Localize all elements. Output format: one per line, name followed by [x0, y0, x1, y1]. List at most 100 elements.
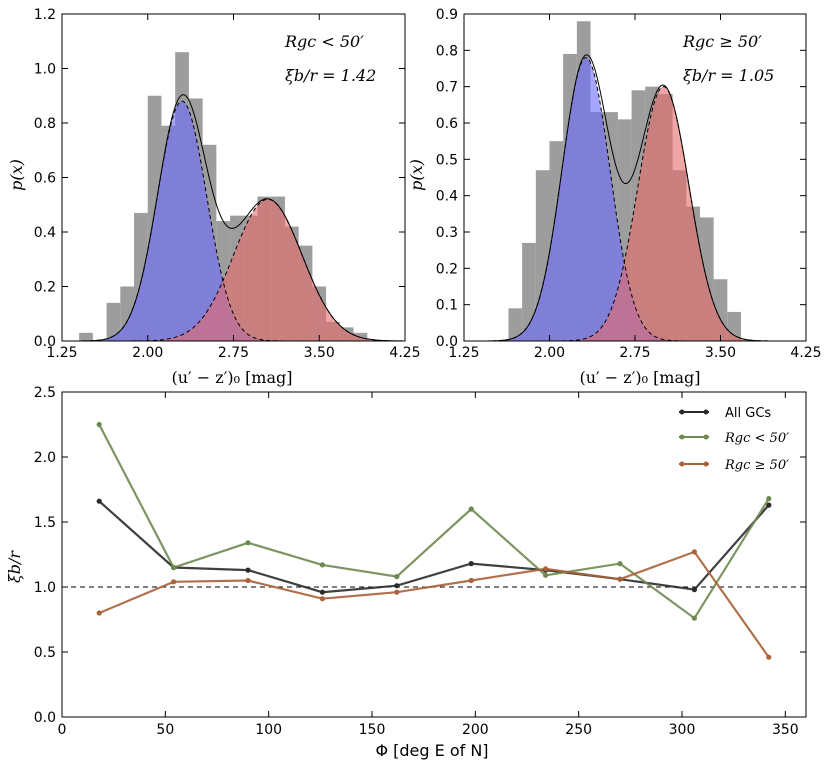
blue-component-area [62, 101, 405, 341]
series-point-1 [96, 421, 102, 428]
top-left-annotation-ratio: ξb/r = 1.42 [285, 66, 376, 85]
y-tick-label: 0.6 [436, 116, 458, 132]
series-point-1 [766, 496, 772, 502]
x-tick-label: 4.25 [389, 345, 420, 361]
panel-top-right: 1.25 2.00 2.75 3.50 4.25 0.0 0.1 0.2 0.3 0.4 0.5 0.… [436, 7, 822, 361]
y-tick-label: 0.5 [436, 152, 458, 168]
histogram-bar [79, 332, 93, 341]
legend-label-all: All GCs [725, 406, 771, 421]
top-right-annotation-ratio: ξb/r = 1.05 [683, 66, 774, 85]
top-left-x-axis-label: (u′ − z′)₀ [mag] [172, 368, 293, 387]
series-point-0 [691, 587, 698, 593]
top-right-y-axis-label: p(x) [407, 159, 426, 191]
series-point-0 [394, 583, 400, 589]
y-tick-label: 0.9 [436, 7, 458, 23]
y-tick-label: 0.2 [34, 280, 56, 296]
top-left-y-axis-label: p(x) [7, 159, 26, 191]
series-point-0 [245, 567, 251, 573]
y-tick-label: 0.8 [34, 116, 56, 132]
legend-marker-inner [679, 434, 685, 440]
x-tick-label: 350 [772, 722, 799, 738]
y-tick-label: 0.4 [436, 189, 458, 205]
series-point-0 [468, 561, 474, 567]
legend-marker-outer [703, 461, 709, 467]
x-tick-label: 2.00 [132, 345, 163, 361]
red-component-area [464, 86, 806, 341]
y-tick-label: 0.5 [34, 645, 56, 661]
blue-component-area [464, 57, 806, 341]
histogram-bar [508, 308, 523, 341]
x-tick-label: 2.75 [218, 345, 249, 361]
top-right-annotation-region: Rgc ≥ 50′ [682, 32, 762, 51]
series-point-2 [171, 579, 177, 585]
series-point-1 [394, 574, 400, 580]
series-point-2 [394, 589, 400, 595]
series-line-2 [98, 550, 770, 658]
x-tick-label: 1.25 [448, 345, 479, 361]
series-point-2 [617, 576, 623, 582]
y-tick-label: 0.7 [436, 80, 458, 96]
red-component-area [62, 199, 405, 341]
legend-marker-inner [703, 434, 709, 440]
x-tick-label: 2.00 [534, 345, 565, 361]
legend-label-inner: Rgc < 50′ [724, 431, 789, 446]
y-tick-label: 0.3 [436, 225, 458, 241]
y-tick-label: 1.0 [34, 580, 56, 596]
bottom-y-axis-label: ξb/r [5, 550, 24, 583]
series-point-1 [617, 561, 623, 567]
series-point-2 [96, 610, 102, 616]
legend: All GCs Rgc < 50′ Rgc ≥ 50′ [679, 406, 789, 473]
x-tick-label: 4.25 [790, 345, 821, 361]
legend-marker-all [679, 409, 685, 415]
series-point-1 [543, 572, 549, 578]
panel-top-left: 1.25 2.00 2.75 3.50 4.25 0.0 0.2 0.4 0.6 0.8 1.0 1.… [34, 7, 421, 361]
y-tick-label: 0.0 [34, 334, 56, 350]
series-line-1 [98, 423, 770, 620]
histogram-bar [106, 302, 121, 341]
y-tick-label: 2.5 [34, 385, 56, 401]
y-tick-label: 1.0 [34, 62, 56, 78]
y-tick-label: 0.0 [34, 710, 56, 726]
x-tick-label: 2.75 [619, 345, 650, 361]
x-tick-label: 0 [58, 722, 67, 738]
legend-label-outer: Rgc ≥ 50′ [724, 458, 789, 473]
x-tick-label: 250 [565, 722, 592, 738]
total-model-curve [464, 54, 806, 342]
series-point-2 [766, 654, 772, 660]
series-point-2 [319, 596, 325, 602]
series-point-0 [766, 502, 772, 508]
total-model-curve [62, 94, 405, 342]
plot-frame [61, 391, 807, 718]
bottom-x-axis-label: Φ [deg E of N] [375, 741, 488, 760]
histogram-bar [522, 242, 536, 341]
y-tick-label: 0.1 [436, 298, 458, 314]
series-line-0 [98, 500, 770, 594]
top-right-x-axis-label: (u′ − z′)₀ [mag] [580, 368, 701, 387]
y-tick-label: 0.0 [436, 334, 458, 350]
series-point-0 [319, 589, 325, 595]
series-point-1 [245, 540, 251, 546]
series-point-2 [543, 566, 549, 572]
top-left-annotation-region: Rgc < 50′ [284, 32, 364, 51]
y-tick-label: 0.4 [34, 225, 56, 241]
x-tick-label: 200 [462, 722, 489, 738]
y-tick-label: 0.2 [436, 261, 458, 277]
y-tick-label: 0.8 [436, 43, 458, 59]
series-point-0 [96, 498, 102, 504]
x-tick-label: 3.50 [705, 345, 736, 361]
x-tick-label: 50 [156, 722, 174, 738]
x-tick-label: 150 [359, 722, 386, 738]
series-point-2 [691, 549, 698, 555]
x-tick-label: 3.50 [304, 345, 335, 361]
y-tick-label: 1.2 [34, 7, 56, 23]
x-tick-label: 1.25 [46, 345, 77, 361]
series-point-1 [171, 564, 177, 571]
legend-marker-all [703, 409, 709, 415]
y-tick-label: 2.0 [34, 450, 56, 466]
series-point-1 [691, 615, 698, 621]
panel-bottom: 0 50 100 150 200 250 300 350 0.0 0.5 1.0 1.5 2.0 2.5 [34, 385, 807, 738]
series-point-1 [468, 506, 474, 512]
legend-marker-outer [679, 461, 685, 467]
x-tick-label: 300 [669, 722, 696, 738]
